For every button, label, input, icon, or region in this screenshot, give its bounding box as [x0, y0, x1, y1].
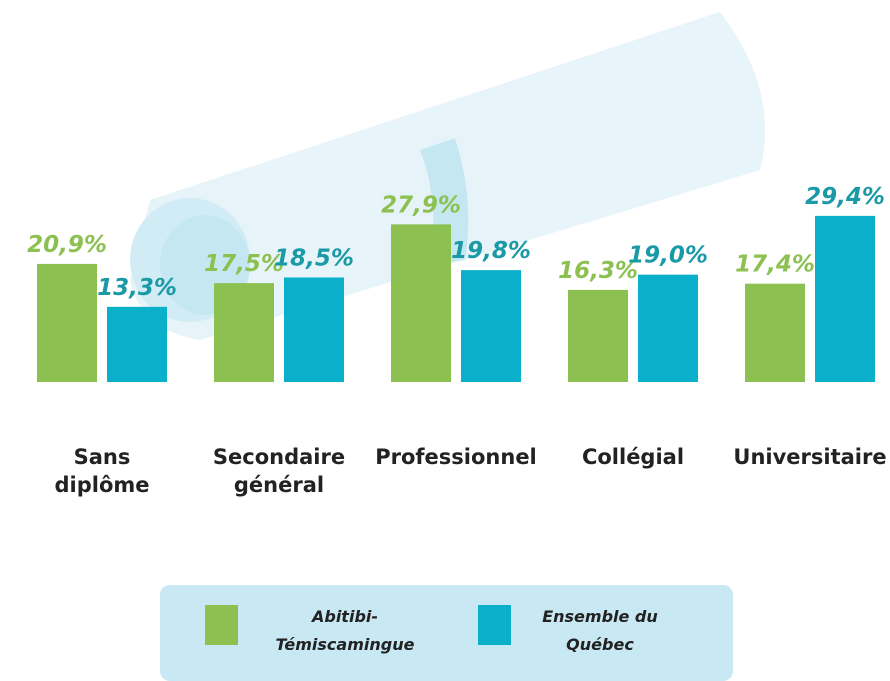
value-label: 19,0%	[628, 243, 708, 269]
legend-swatch	[478, 605, 511, 645]
value-label: 20,9%	[27, 232, 107, 258]
bar	[214, 283, 274, 382]
bar	[37, 263, 97, 382]
legend-label: Ensemble du Québec	[542, 607, 658, 654]
legend-label: Abitibi- Témiscamingue	[275, 607, 415, 654]
bar	[284, 277, 344, 382]
bar	[107, 306, 167, 382]
value-label: 19,8%	[451, 238, 531, 264]
value-label: 27,9%	[381, 192, 461, 218]
bar	[745, 283, 805, 382]
x-tick-label: Secondaire général	[212, 445, 346, 497]
value-label: 17,5%	[204, 251, 284, 277]
x-tick-label: Sans diplôme	[54, 445, 150, 497]
value-label: 29,4%	[805, 184, 885, 210]
legend-swatch	[205, 605, 238, 645]
bar	[638, 274, 698, 382]
x-tick-label: Universitaire	[733, 445, 887, 469]
x-tick-label: Professionnel	[375, 445, 537, 469]
x-tick-label: Collégial	[581, 445, 685, 469]
bar	[815, 215, 875, 382]
value-label: 16,3%	[558, 258, 638, 284]
bar	[568, 289, 628, 382]
value-label: 18,5%	[274, 245, 354, 271]
bar	[391, 224, 451, 382]
bar	[461, 270, 521, 382]
legend-box	[160, 585, 733, 681]
value-label: 17,4%	[735, 252, 815, 278]
value-label: 13,3%	[97, 275, 177, 301]
